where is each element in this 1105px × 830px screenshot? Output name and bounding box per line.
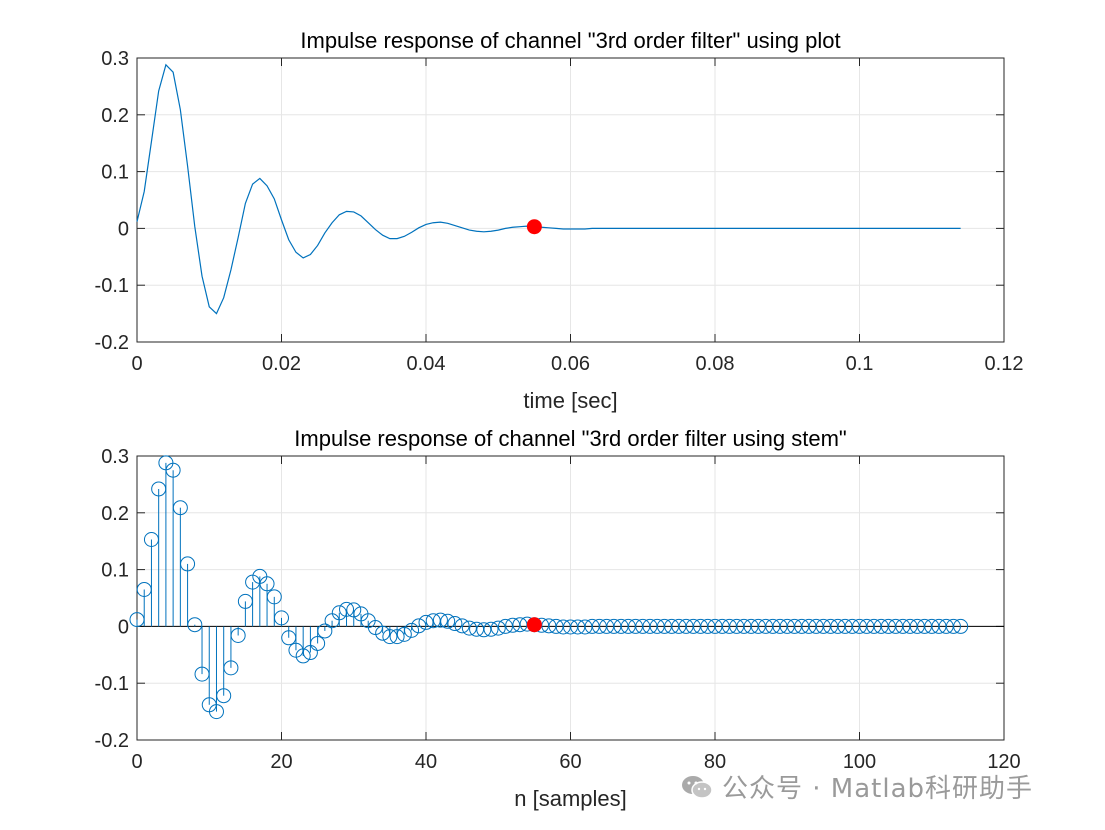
y-tick-label: 0.1 <box>101 162 129 184</box>
y-tick-label: 0 <box>118 616 129 638</box>
plot-top-axes: 0 0.02 0.04 0.06 0.08 0.1 0.12 -0.2 -0.1 0 0.1 0.2 0… <box>95 28 1024 413</box>
plot-bottom-axes: 0 20 40 60 80 100 120 -0.2 -0.1 0 0.1 0.2 0.3 Impulse… <box>95 426 1021 811</box>
stem-marker <box>945 618 961 634</box>
y-tick-label: 0.1 <box>101 560 129 582</box>
watermark-text: 公众号 · Matlab科研助手 <box>722 774 1034 804</box>
stem-marker <box>274 610 289 626</box>
stem-marker <box>476 622 492 638</box>
stem-marker <box>483 621 499 637</box>
y-tick-label: -0.1 <box>95 673 129 695</box>
stem-marker <box>208 704 224 720</box>
stem-marker <box>230 627 246 643</box>
y-tick-label: -0.1 <box>95 275 129 297</box>
y-tick-label: 0.3 <box>101 446 129 468</box>
x-tick-label: 0.12 <box>985 353 1024 375</box>
x-tick-label: 100 <box>843 751 876 773</box>
stem-marker <box>454 618 470 634</box>
x-tick-label: 0.1 <box>846 353 874 375</box>
y-tick-label: 0.3 <box>101 48 129 70</box>
x-tick-label: 40 <box>415 751 437 773</box>
highlight-marker <box>526 617 542 633</box>
stem-marker <box>259 576 275 592</box>
wechat-icon <box>682 775 713 799</box>
x-axis-label: n [samples] <box>514 786 627 811</box>
watermark: 公众号 · Matlab科研助手 <box>680 768 1033 805</box>
stem-marker <box>404 622 420 638</box>
chart-title: Impulse response of channel "3rd order f… <box>294 426 846 451</box>
stem-marker <box>953 618 969 634</box>
stem-marker <box>187 617 203 633</box>
stem-marker <box>266 589 282 605</box>
stem-marker <box>165 462 181 478</box>
stem-marker <box>172 500 188 516</box>
x-axis-label: time [sec] <box>523 388 617 413</box>
y-tick-label: 0.2 <box>101 105 129 127</box>
highlight-marker <box>526 219 542 235</box>
x-tick-label: 0 <box>131 353 142 375</box>
stem-marker <box>180 556 196 572</box>
x-tick-label: 20 <box>270 751 292 773</box>
x-tick-label: 80 <box>704 751 726 773</box>
stem-marker <box>317 623 333 639</box>
y-tick-label: 0 <box>118 218 129 240</box>
x-tick-label: 0 <box>131 751 142 773</box>
stem-marker <box>447 616 463 632</box>
stem-marker <box>490 620 506 636</box>
stem-marker <box>541 618 557 634</box>
stem-marker <box>389 629 405 645</box>
impulse-response-line <box>136 63 961 315</box>
stem-marker <box>223 660 239 676</box>
y-tick-label: -0.2 <box>95 730 129 752</box>
stem-marker <box>310 635 326 651</box>
stem-marker <box>440 613 456 629</box>
stem-marker <box>295 648 311 664</box>
chart-title: Impulse response of channel "3rd order f… <box>300 28 840 53</box>
x-tick-label: 60 <box>559 751 581 773</box>
stem-marker <box>216 688 232 704</box>
stem-marker <box>302 645 318 661</box>
y-tick-label: 0.2 <box>101 503 129 525</box>
x-tick-label: 0.02 <box>262 353 301 375</box>
y-tick-label: -0.2 <box>95 332 129 354</box>
x-tick-label: 0.06 <box>551 353 590 375</box>
stem-marker <box>339 601 355 617</box>
stem-marker <box>346 602 362 618</box>
x-tick-label: 0.04 <box>407 353 446 375</box>
stem-marker <box>432 612 448 628</box>
stem-marker <box>396 626 412 642</box>
x-tick-label: 0.08 <box>696 353 735 375</box>
x-tick-label: 120 <box>987 751 1020 773</box>
